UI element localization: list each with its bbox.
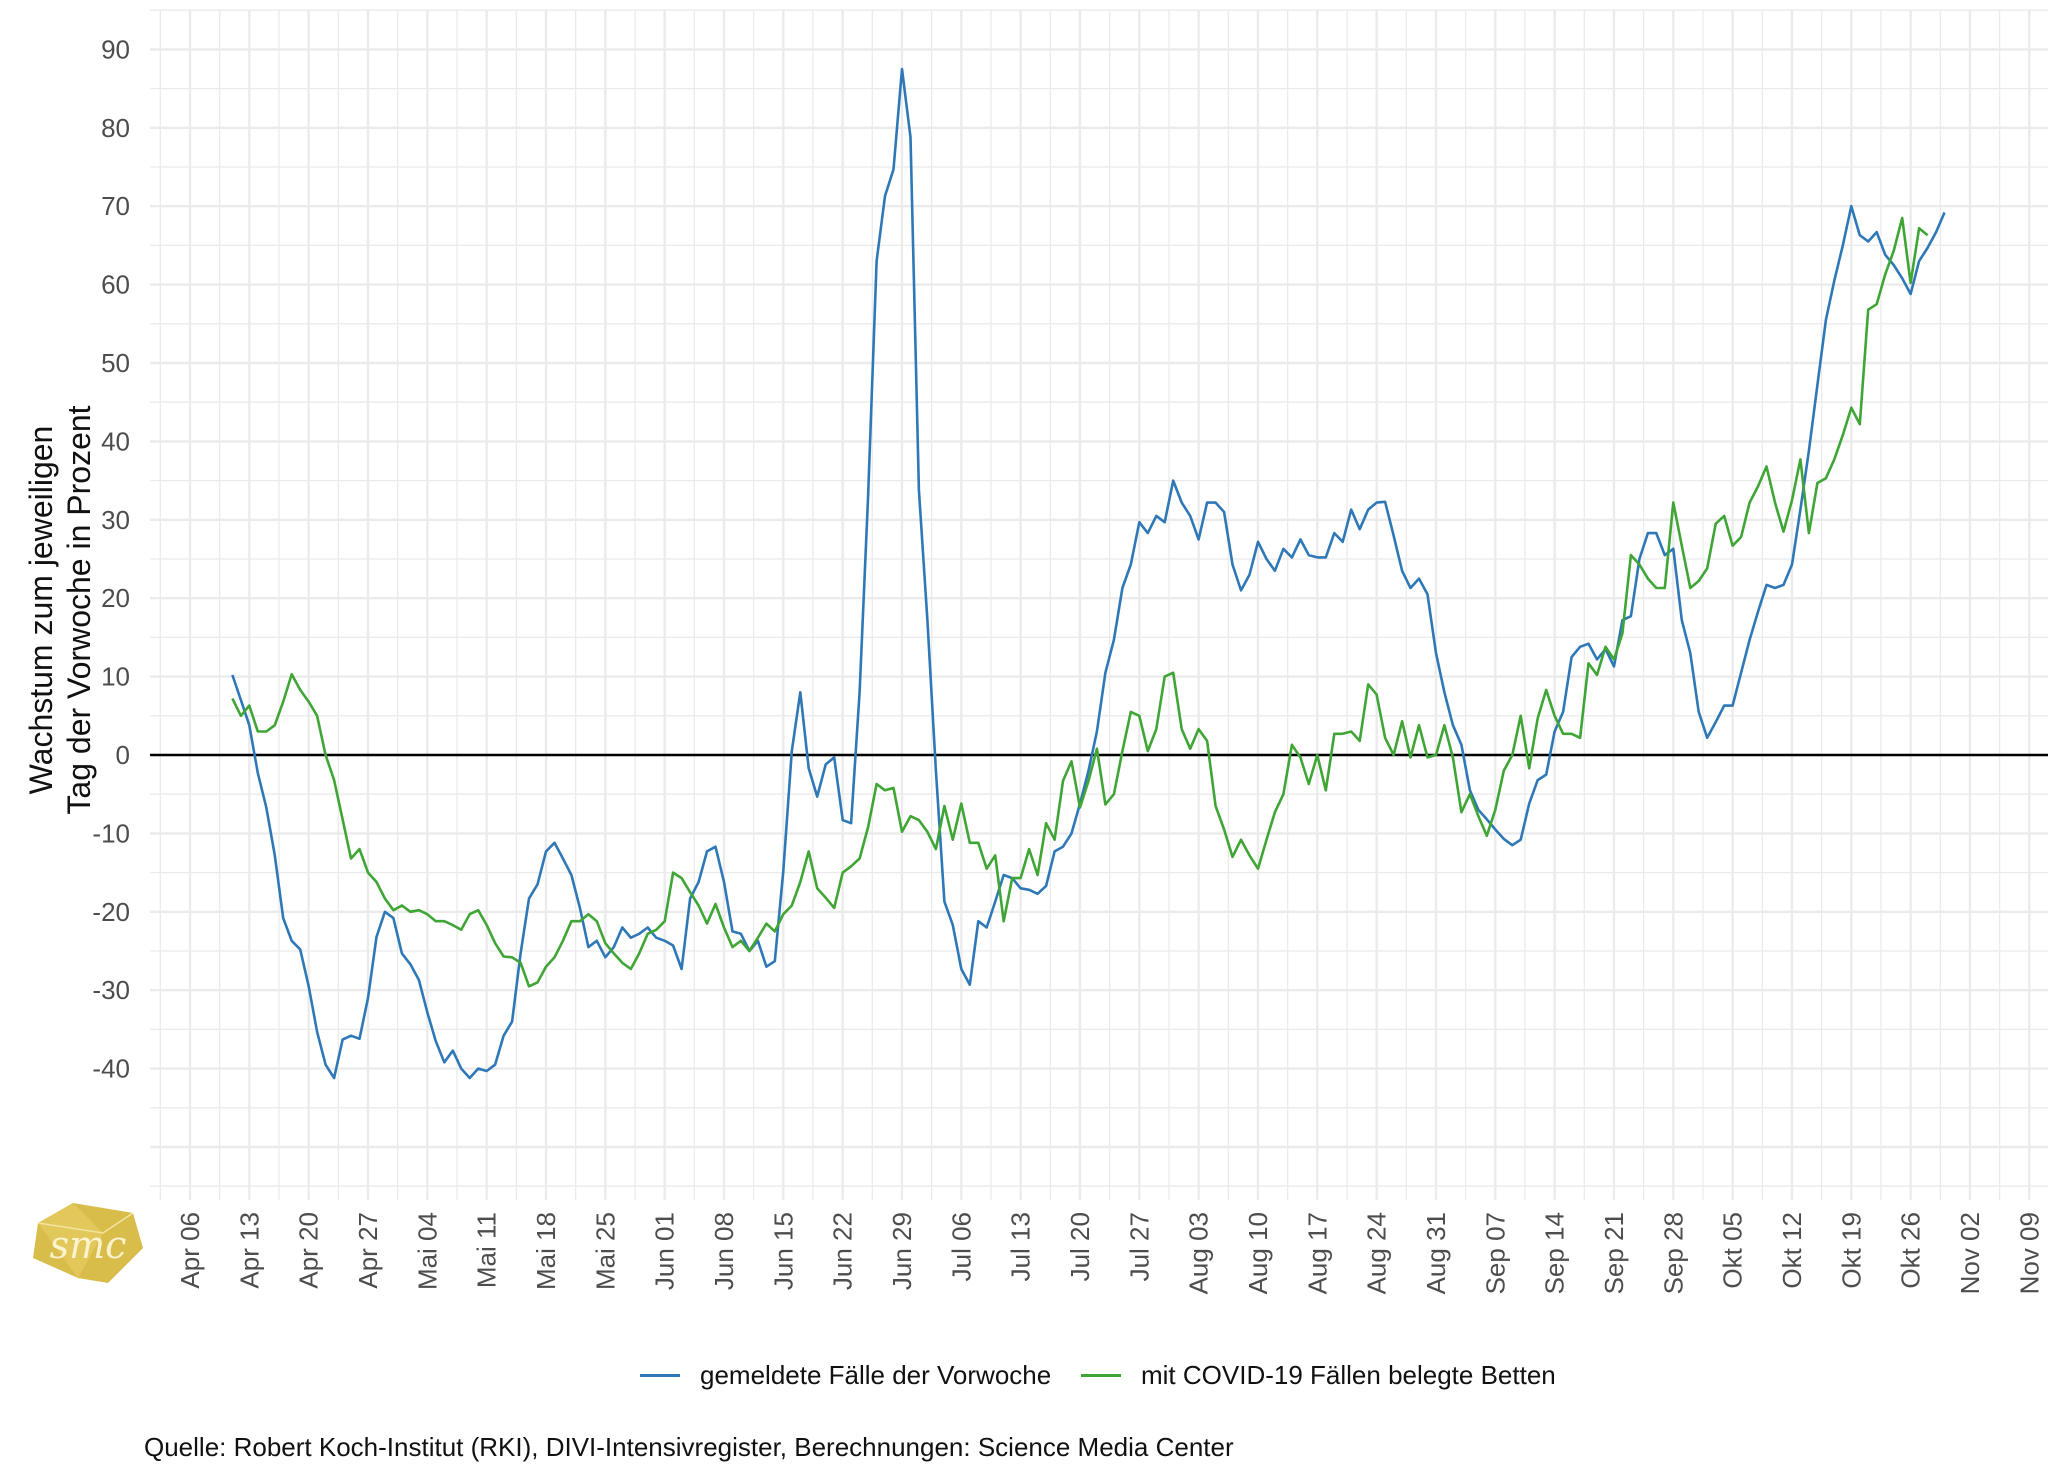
- legend-swatch-green: [1081, 1374, 1121, 1377]
- x-tick-label: Mai 25: [590, 1212, 620, 1290]
- legend-item-beds: mit COVID-19 Fällen belegte Betten: [1081, 1360, 1556, 1391]
- x-tick-label: Sep 14: [1540, 1212, 1570, 1294]
- x-tick-label: Apr 27: [353, 1212, 383, 1289]
- y-tick-label: 40: [101, 426, 130, 456]
- y-axis-title: Wachstum zum jeweiligen Tag der Vorwoche…: [22, 350, 98, 870]
- x-tick-label: Mai 11: [472, 1212, 502, 1288]
- legend-label: gemeldete Fälle der Vorwoche: [700, 1360, 1052, 1390]
- x-tick-label: Aug 24: [1362, 1212, 1392, 1294]
- legend-item-cases: gemeldete Fälle der Vorwoche: [640, 1360, 1051, 1391]
- svg-text:smc: smc: [50, 1223, 127, 1267]
- x-tick-label: Okt 19: [1836, 1212, 1866, 1289]
- y-tick-label: 10: [101, 662, 130, 692]
- x-tick-label: Aug 10: [1243, 1212, 1273, 1294]
- x-tick-label: Jun 29: [887, 1212, 917, 1290]
- x-tick-label: Apr 13: [234, 1212, 264, 1289]
- x-tick-label: Sep 21: [1599, 1212, 1629, 1294]
- legend-label: mit COVID-19 Fällen belegte Betten: [1141, 1360, 1556, 1390]
- x-tick-label: Jul 06: [946, 1212, 976, 1281]
- y-axis-title-line-2: Tag der Vorwoche in Prozent: [61, 405, 97, 815]
- x-tick-label: Mai 04: [412, 1212, 442, 1290]
- x-tick-label: Jun 08: [709, 1212, 739, 1290]
- x-tick-label: Jun 01: [650, 1212, 680, 1290]
- series-line-1: [231, 216, 1929, 988]
- source-caption: Quelle: Robert Koch-Institut (RKI), DIVI…: [144, 1432, 1234, 1462]
- x-tick-label: Okt 26: [1896, 1212, 1926, 1289]
- y-axis-ticks: 90 80 70 60 50 40 30 20 10 0 -10 -20 -30 -40: [92, 34, 130, 1083]
- x-tick-label: Okt 12: [1777, 1212, 1807, 1289]
- y-tick-label: -20: [92, 897, 130, 927]
- x-tick-label: Aug 31: [1421, 1212, 1451, 1294]
- y-tick-label: 70: [101, 191, 130, 221]
- series-lines: [231, 67, 1946, 1080]
- y-tick-label: -10: [92, 818, 130, 848]
- y-tick-label: 80: [101, 113, 130, 143]
- x-tick-label: Sep 28: [1658, 1212, 1688, 1294]
- x-axis-ticks: Apr 06 Apr 13 Apr 20 Apr 27 Mai 04 Mai 11 Mai …: [175, 1212, 2044, 1294]
- x-tick-label: Aug 03: [1184, 1212, 1214, 1294]
- x-tick-label: Nov 09: [2014, 1212, 2044, 1294]
- x-tick-label: Jul 27: [1124, 1212, 1154, 1281]
- smc-logo: smc: [33, 1203, 143, 1283]
- legend: gemeldete Fälle der Vorwoche mit COVID-1…: [0, 1360, 2048, 1400]
- x-tick-label: Aug 17: [1302, 1212, 1332, 1294]
- legend-swatch-blue: [640, 1374, 680, 1377]
- x-tick-label: Sep 07: [1480, 1212, 1510, 1294]
- x-tick-label: Nov 02: [1955, 1212, 1985, 1294]
- x-tick-label: Jul 20: [1065, 1212, 1095, 1281]
- x-tick-label: Jul 13: [1006, 1212, 1036, 1281]
- y-tick-label: 0: [116, 740, 130, 770]
- y-tick-label: -40: [92, 1054, 130, 1084]
- grid: [150, 9, 2048, 1200]
- y-tick-label: -30: [92, 975, 130, 1005]
- y-tick-label: 30: [101, 505, 130, 535]
- series-line-0: [231, 67, 1946, 1080]
- y-axis-title-line-1: Wachstum zum jeweiligen: [23, 425, 59, 795]
- y-tick-label: 20: [101, 583, 130, 613]
- x-tick-label: Apr 06: [175, 1212, 205, 1289]
- x-tick-label: Jun 15: [768, 1212, 798, 1290]
- x-tick-label: Okt 05: [1718, 1212, 1748, 1289]
- x-tick-label: Mai 18: [531, 1212, 561, 1290]
- y-tick-label: 60: [101, 270, 130, 300]
- y-tick-label: 50: [101, 348, 130, 378]
- y-tick-label: 90: [101, 34, 130, 64]
- x-tick-label: Jun 22: [828, 1212, 858, 1290]
- x-tick-label: Apr 20: [294, 1212, 324, 1289]
